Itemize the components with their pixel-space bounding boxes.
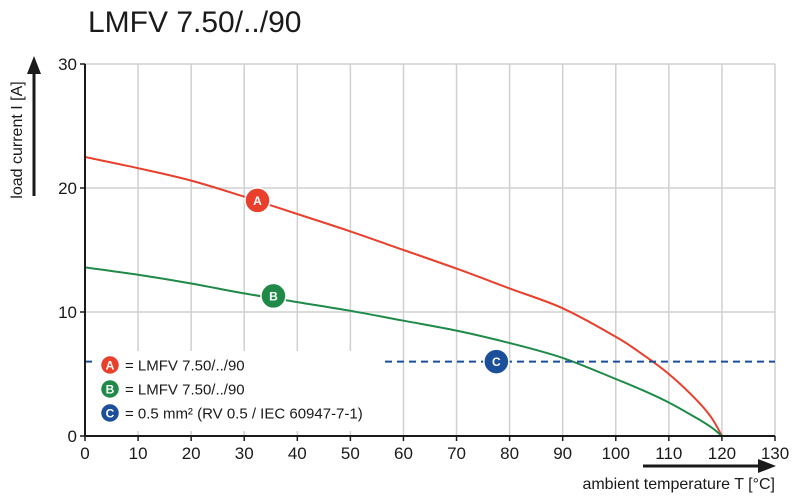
badge-letter-b: B: [269, 289, 278, 303]
legend-badge-a: A: [99, 354, 121, 376]
badge-letter-a: A: [106, 359, 115, 373]
badge-letter-c: C: [492, 355, 501, 369]
x-tick-label: 90: [553, 444, 572, 463]
x-tick-label: 80: [500, 444, 519, 463]
y-tick-label: 20: [58, 179, 77, 198]
legend-item-c: C = 0.5 mm² (RV 0.5 / IEC 60947-7-1): [99, 402, 363, 424]
badge-circle-b: [99, 378, 121, 400]
badge-circle-a: [244, 187, 271, 214]
badge-circle-a: [99, 354, 121, 376]
y-tick-label: 10: [58, 303, 77, 322]
x-axis-label: ambient temperature T [°C]: [582, 476, 775, 493]
legend-label-a: = LMFV 7.50/../90: [125, 358, 245, 375]
legend: A = LMFV 7.50/../90 B = LMFV 7.50/../90 C = 0…: [92, 351, 382, 431]
axes: [27, 56, 776, 473]
legend-item-a: A = LMFV 7.50/../90: [99, 354, 245, 376]
series-line-b: [85, 266, 723, 436]
x-tick-label: 30: [235, 444, 254, 463]
chart-title: LMFV 7.50/../90: [88, 6, 302, 39]
x-tick-label: 20: [182, 444, 201, 463]
x-tick-label: 100: [602, 444, 630, 463]
x-tick-label: 0: [80, 444, 89, 463]
x-tick-label: 40: [288, 444, 307, 463]
series-badge-a: A: [244, 187, 271, 214]
badge-letter-c: C: [106, 407, 115, 421]
x-arrow-head: [758, 459, 776, 473]
legend-badge-b: B: [99, 378, 121, 400]
y-tick-label: 30: [58, 55, 77, 74]
x-tick-label: 110: [655, 444, 682, 463]
badge-circle-b: [260, 282, 287, 310]
x-tick-label: 60: [394, 444, 413, 463]
badge-circle-c: [483, 348, 510, 375]
badge-letter-a: A: [253, 194, 262, 208]
legend-item-b: B = LMFV 7.50/../90: [99, 378, 245, 400]
badge-letter-b: B: [106, 383, 115, 397]
x-tick-label: 10: [129, 444, 148, 463]
series-badge-b: B: [260, 282, 287, 310]
x-tick-label: 70: [447, 444, 466, 463]
badge-circle-c: [99, 402, 121, 424]
y-arrow-head: [27, 56, 41, 74]
x-tick-label: 130: [761, 444, 789, 463]
y-axis-label: load current I [A]: [9, 81, 26, 198]
legend-badge-c: C: [99, 402, 121, 424]
legend-label-c: = 0.5 mm² (RV 0.5 / IEC 60947-7-1): [125, 406, 363, 423]
series-badge-c: C: [483, 348, 510, 375]
legend-background: [92, 351, 382, 431]
tick-labels: 0 10 20 30 40 50 60 70 80 90 100 110 120 130 0 10 20 30: [58, 55, 789, 463]
series-line-a: [85, 156, 723, 436]
x-tick-label: 120: [708, 444, 736, 463]
y-tick-label: 0: [68, 427, 77, 446]
series-badges: A B C: [244, 187, 510, 375]
x-tick-label: 50: [341, 444, 360, 463]
legend-label-b: = LMFV 7.50/../90: [125, 382, 245, 399]
